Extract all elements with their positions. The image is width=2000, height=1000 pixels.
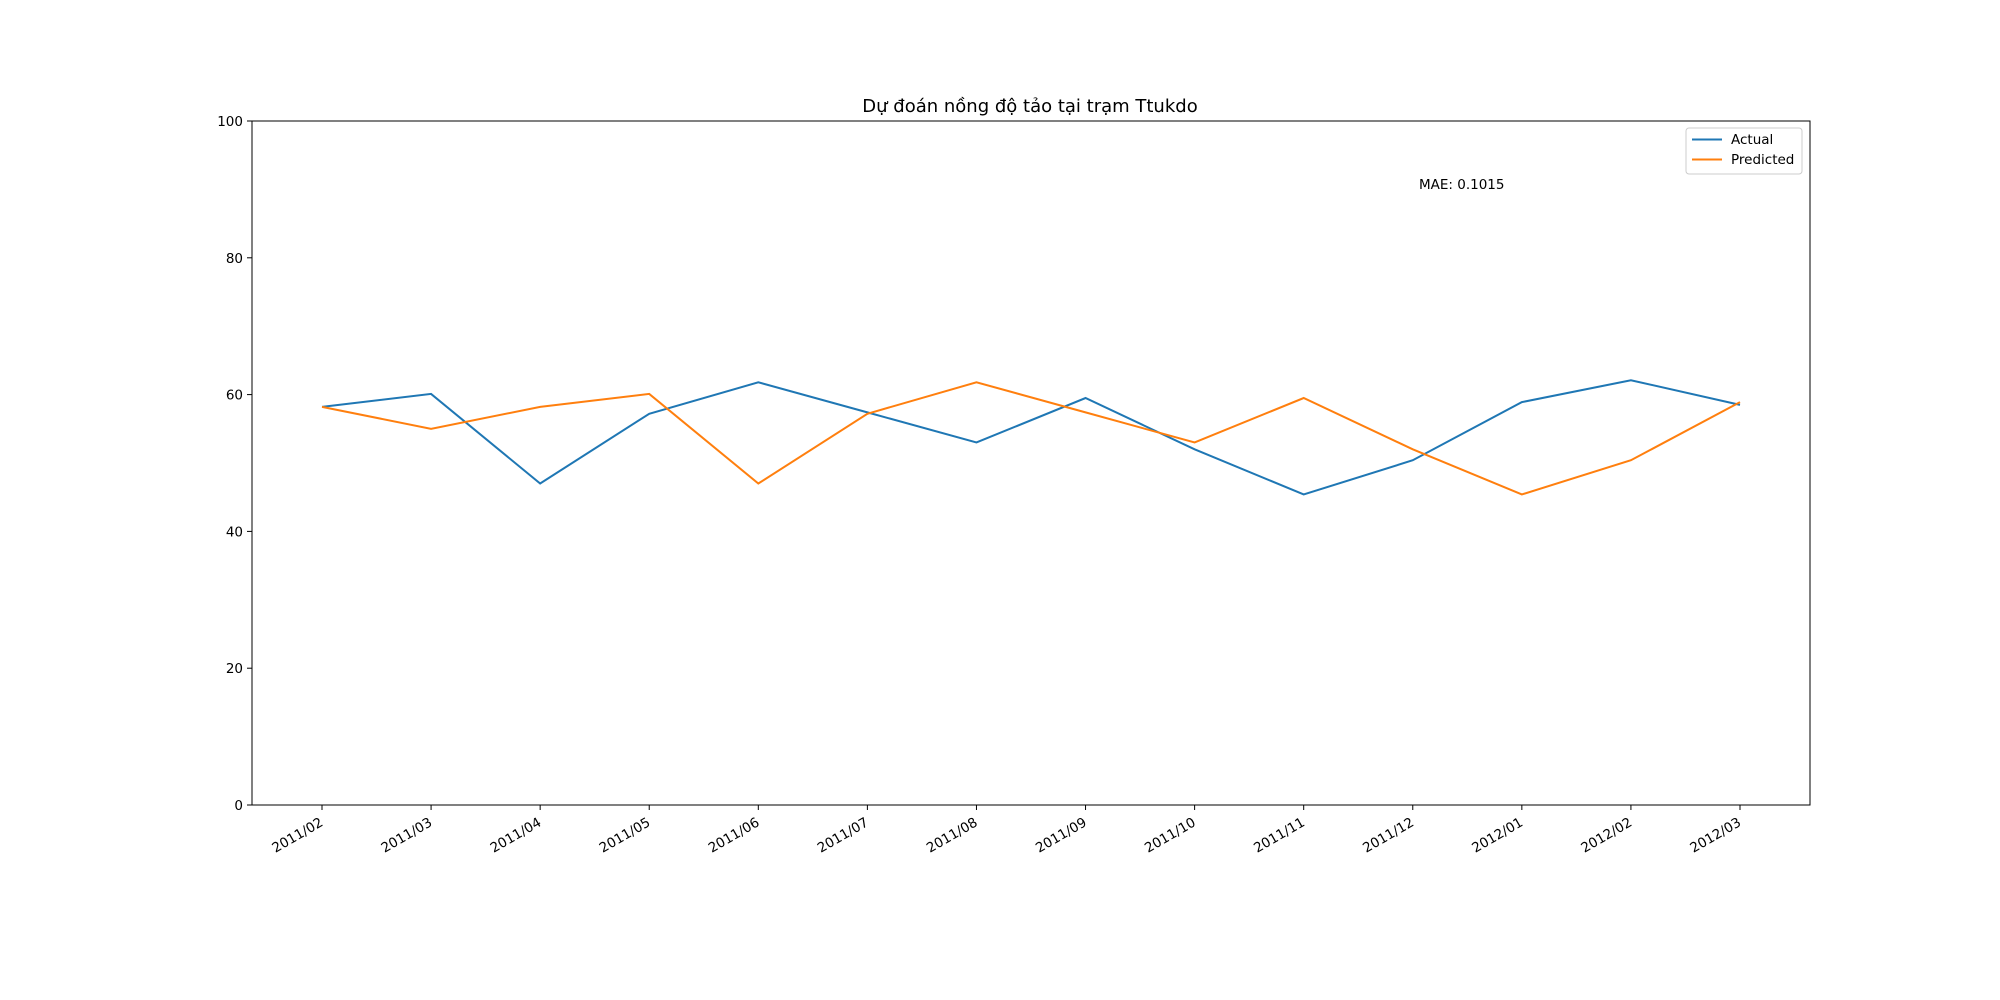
chart-title: Dự đoán nồng độ tảo tại trạm Ttukdo	[862, 96, 1197, 117]
series-line-actual	[321, 379, 1741, 496]
y-tick-label: 60	[226, 388, 243, 404]
y-tick-label: 80	[226, 251, 243, 267]
mae-annotation: MAE: 0.1015	[1419, 177, 1505, 193]
y-axis: 0 20 40 60 80 100	[217, 114, 252, 814]
series-line-predicted	[321, 381, 1741, 496]
legend-label-predicted: Predicted	[1731, 152, 1794, 168]
y-tick-label: 100	[217, 114, 243, 130]
legend: Actual Predicted	[1685, 127, 1803, 175]
series-layer	[321, 379, 1741, 496]
y-tick-label: 20	[226, 661, 243, 677]
y-tick-label: 40	[226, 524, 243, 540]
plot-area-frame	[251, 120, 1811, 806]
legend-label-actual: Actual	[1731, 132, 1773, 148]
y-tick-label: 0	[234, 798, 243, 814]
